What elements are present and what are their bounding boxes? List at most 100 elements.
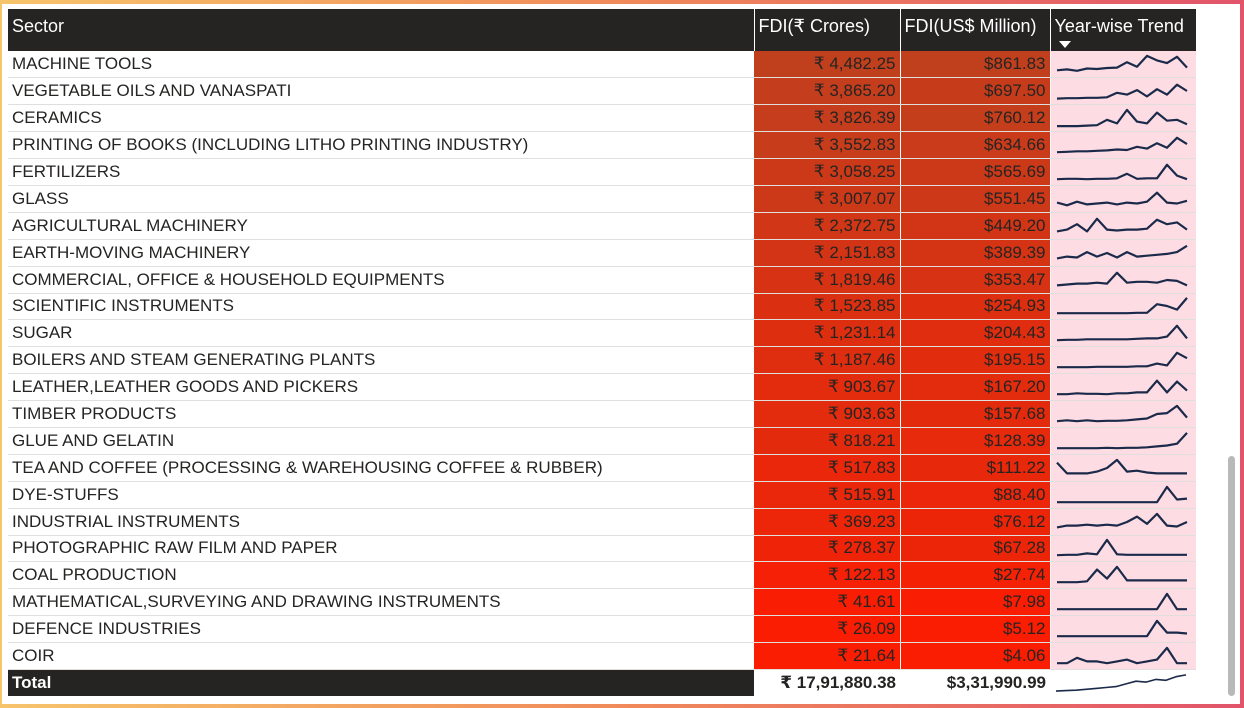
vertical-scrollbar[interactable]: [1228, 456, 1235, 696]
sector-cell: DYE-STUFFS: [8, 481, 754, 509]
trend-cell: [1050, 266, 1196, 294]
table-row[interactable]: CERAMICS ₹ 3,826.39 $760.12: [8, 104, 1196, 133]
fdi-inr-cell: ₹ 369.23: [754, 508, 901, 536]
table-row[interactable]: INDUSTRIAL INSTRUMENTS ₹ 369.23 $76.12: [8, 508, 1196, 536]
fdi-inr-cell: ₹ 3,007.07: [754, 185, 901, 213]
fdi-usd-cell: $76.12: [900, 508, 1051, 536]
sparkline-path: [1056, 619, 1187, 638]
trend-cell: [1050, 454, 1196, 482]
sparkline: [1056, 163, 1187, 181]
sparkline: [1056, 54, 1188, 73]
table-row[interactable]: COAL PRODUCTION ₹ 122.13 $27.74: [8, 561, 1196, 590]
sparkline: [1056, 432, 1188, 450]
fdi-usd-cell: $88.40: [900, 481, 1051, 509]
table-row[interactable]: BOILERS AND STEAM GENERATING PLANTS ₹ 1,1…: [8, 346, 1196, 375]
table-row[interactable]: SUGAR ₹ 1,231.14 $204.43: [8, 319, 1196, 348]
sector-cell: MACHINE TOOLS: [8, 51, 754, 79]
fdi-inr-cell: ₹ 903.67: [754, 373, 901, 402]
sparkline-path: [1056, 244, 1188, 260]
table-row[interactable]: TIMBER PRODUCTS ₹ 903.63 $157.68: [8, 400, 1196, 428]
table-row[interactable]: VEGETABLE OILS AND VANASPATI ₹ 3,865.20 $6…: [8, 77, 1196, 106]
fdi-usd-cell: $5.12: [900, 615, 1051, 644]
sector-cell: BOILERS AND STEAM GENERATING PLANTS: [8, 346, 754, 375]
column-header-fdi-inr[interactable]: FDI(₹ Crores): [754, 9, 901, 51]
fdi-inr-cell: ₹ 26.09: [754, 615, 901, 644]
trend-cell: [1050, 615, 1196, 644]
sparkline: [1056, 512, 1187, 529]
table-row[interactable]: PRINTING OF BOOKS (INCLUDING LITHO PRINT…: [8, 131, 1196, 160]
column-header-year-wise-trend[interactable]: Year-wise Trend: [1050, 9, 1197, 51]
fdi-usd-cell: $4.06: [900, 642, 1051, 670]
column-header-sector[interactable]: Sector: [8, 9, 755, 51]
sector-cell: PHOTOGRAPHIC RAW FILM AND PAPER: [8, 535, 754, 563]
fdi-inr-cell: ₹ 1,231.14: [754, 319, 901, 348]
fdi-usd-cell: $67.28: [900, 535, 1051, 563]
trend-cell: [1050, 373, 1196, 402]
fdi-inr-cell: ₹ 2,372.75: [754, 212, 901, 240]
table-row[interactable]: GLUE AND GELATIN ₹ 818.21 $128.39: [8, 427, 1196, 455]
sparkline-path: [1056, 54, 1188, 73]
fdi-inr-cell: ₹ 122.13: [754, 561, 901, 590]
table-row[interactable]: SCIENTIFIC INSTRUMENTS ₹ 1,523.85 $254.93: [8, 293, 1196, 321]
column-header-trend-label: Year-wise Trend: [1054, 16, 1184, 36]
sparkline: [1056, 379, 1188, 396]
table-row[interactable]: FERTILIZERS ₹ 3,058.25 $565.69: [8, 158, 1196, 186]
table-row[interactable]: LEATHER,LEATHER GOODS AND PICKERS ₹ 903.6…: [8, 373, 1196, 402]
sector-cell: TIMBER PRODUCTS: [8, 400, 754, 428]
column-header-fdi-usd[interactable]: FDI(US$ Million): [900, 9, 1051, 51]
fdi-sector-table: Sector FDI(₹ Crores) FDI(US$ Million) Ye…: [8, 9, 1197, 697]
sort-descending-icon[interactable]: [1058, 41, 1071, 48]
fdi-inr-cell: ₹ 41.61: [754, 588, 901, 617]
fdi-usd-cell: $111.22: [900, 454, 1051, 482]
sparkline: [1056, 646, 1187, 665]
sparkline: [1056, 619, 1187, 638]
sparkline-path: [1056, 646, 1187, 665]
sector-cell: MATHEMATICAL,SURVEYING AND DRAWING INSTR…: [8, 588, 754, 617]
sparkline: [1056, 217, 1188, 233]
trend-cell: [1050, 51, 1196, 79]
trend-cell: [1050, 131, 1196, 160]
trend-cell: [1050, 346, 1196, 375]
table-row[interactable]: MATHEMATICAL,SURVEYING AND DRAWING INSTR…: [8, 588, 1196, 617]
table-row[interactable]: AGRICULTURAL MACHINERY ₹ 2,372.75 $449.20: [8, 212, 1196, 240]
sparkline: [1055, 458, 1187, 475]
sparkline: [1056, 485, 1187, 503]
sector-cell: GLASS: [8, 185, 754, 213]
sparkline-path: [1056, 297, 1188, 315]
trend-cell: [1050, 293, 1196, 321]
sparkline-path: [1055, 674, 1187, 693]
table-row[interactable]: COIR ₹ 21.64 $4.06: [8, 642, 1196, 670]
table-row[interactable]: MACHINE TOOLS ₹ 4,482.25 $861.83: [8, 51, 1196, 79]
table-row[interactable]: TEA AND COFFEE (PROCESSING & WAREHOUSING…: [8, 454, 1196, 482]
fdi-inr-cell: ₹ 1,523.85: [754, 293, 901, 321]
sector-cell: SCIENTIFIC INSTRUMENTS: [8, 293, 754, 321]
sparkline-path: [1056, 217, 1188, 233]
fdi-usd-cell: $565.69: [900, 158, 1051, 186]
fdi-usd-cell: $760.12: [900, 104, 1051, 133]
table-row[interactable]: DYE-STUFFS ₹ 515.91 $88.40: [8, 481, 1196, 509]
trend-cell: [1050, 427, 1196, 455]
sparkline-path: [1056, 566, 1187, 584]
table-row[interactable]: COMMERCIAL, OFFICE & HOUSEHOLD EQUIPMENT…: [8, 266, 1196, 294]
sparkline-path: [1055, 458, 1187, 475]
table-row[interactable]: EARTH-MOVING MACHINERY ₹ 2,151.83 $389.39: [8, 239, 1196, 267]
table-row[interactable]: GLASS ₹ 3,007.07 $551.45: [8, 185, 1196, 213]
trend-cell: [1050, 481, 1196, 509]
sparkline: [1056, 109, 1187, 128]
sparkline-path: [1056, 379, 1188, 396]
sparkline-path: [1056, 485, 1187, 503]
sector-cell: VEGETABLE OILS AND VANASPATI: [8, 77, 754, 106]
fdi-inr-cell: ₹ 818.21: [754, 427, 901, 455]
fdi-inr-cell: ₹ 3,826.39: [754, 104, 901, 133]
sector-cell: GLUE AND GELATIN: [8, 427, 754, 455]
sparkline-path: [1056, 404, 1188, 423]
table-row[interactable]: DEFENCE INDUSTRIES ₹ 26.09 $5.12: [8, 615, 1196, 644]
total-label: Total: [8, 669, 754, 697]
table-row[interactable]: PHOTOGRAPHIC RAW FILM AND PAPER ₹ 278.37 $…: [8, 535, 1196, 563]
total-trend-cell: [1050, 669, 1196, 697]
sparkline-path: [1056, 136, 1188, 154]
sector-cell: LEATHER,LEATHER GOODS AND PICKERS: [8, 373, 754, 402]
trend-cell: [1050, 561, 1196, 590]
sparkline: [1056, 593, 1187, 611]
sparkline-path: [1056, 539, 1187, 557]
